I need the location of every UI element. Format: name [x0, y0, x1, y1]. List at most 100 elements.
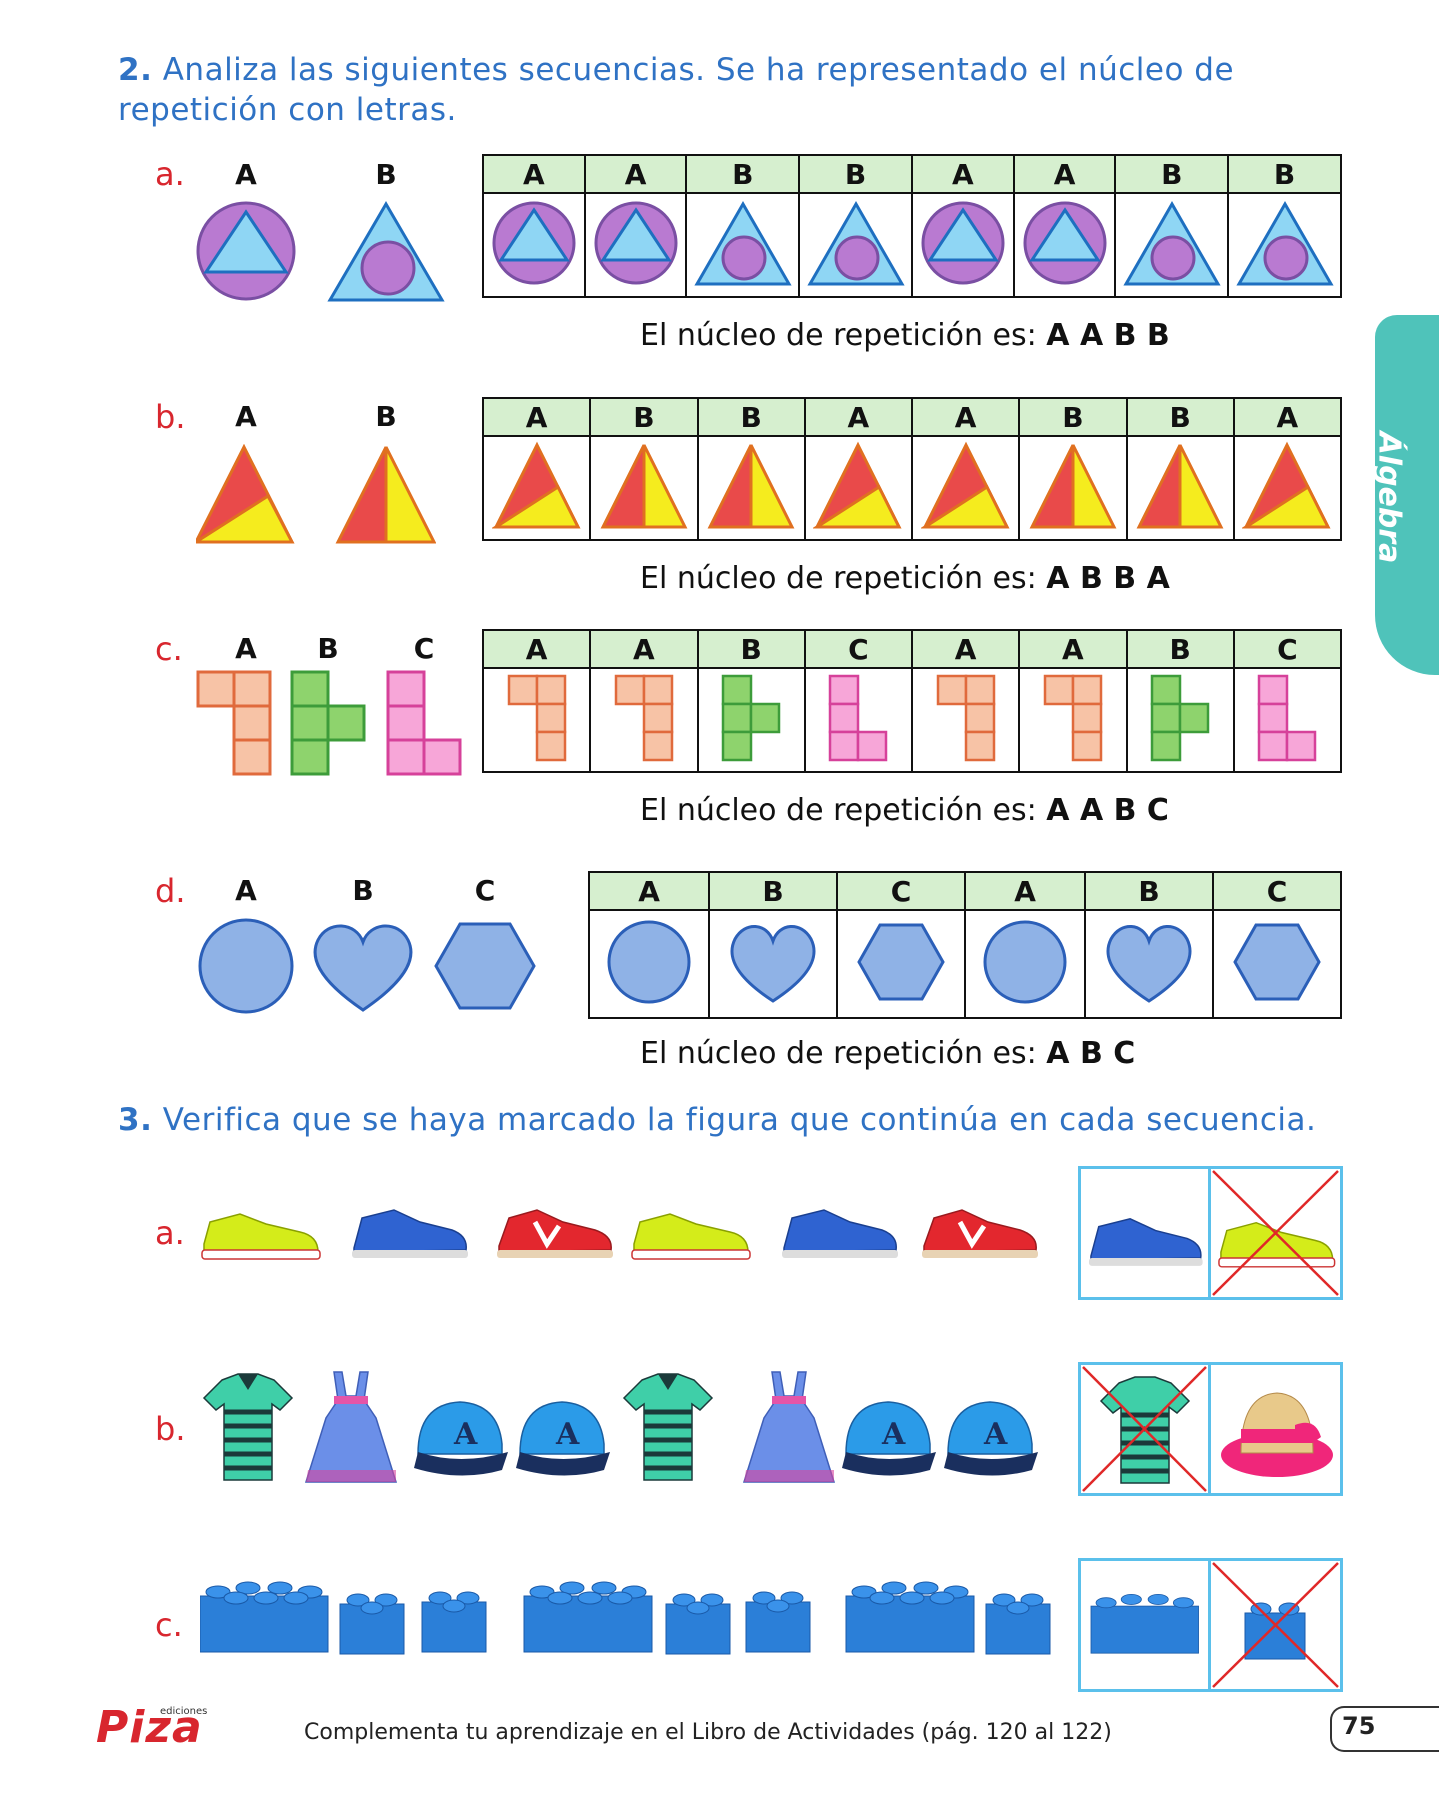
- q2b-key-shapes: [196, 444, 436, 544]
- q3c-block-sequence: [200, 1581, 1051, 1655]
- q2a-header: B: [1114, 154, 1230, 194]
- q2c-header: C: [1232, 629, 1343, 669]
- large-brick-icon: [523, 1581, 653, 1653]
- nucleus-label: El núcleo de repetición es:: [640, 318, 1037, 353]
- baseball-cap-icon: [943, 1401, 1039, 1477]
- large-brick-icon: [200, 1581, 329, 1653]
- q2a-key-b: B: [375, 158, 397, 191]
- shape-b-triangle-circle-icon: [327, 201, 445, 302]
- q2-instruction: 2. Analiza las siguientes secuencias. Se…: [118, 50, 1338, 130]
- q2d-nucleus: El núcleo de repetición es: A B C: [640, 1036, 1135, 1071]
- q2b-sequence-table: A B B A A B B A: [481, 397, 1343, 541]
- q2a-cell: [910, 192, 1015, 298]
- small-brick-icon: [665, 1593, 731, 1655]
- q2c-key-a: A: [235, 632, 257, 665]
- shape-b-vertical-split-triangle-icon: [335, 446, 436, 544]
- nucleus-label: El núcleo de repetición es:: [640, 1036, 1037, 1071]
- q2d-header: A: [963, 871, 1087, 911]
- q2a-header: A: [1012, 154, 1117, 194]
- q2b-nucleus: El núcleo de repetición es: A B B A: [640, 561, 1170, 596]
- q2a-cell: [583, 192, 688, 298]
- shape-a-diagonal-split-triangle-icon: [196, 444, 295, 544]
- shape-a-circle-triangle-icon: [196, 201, 296, 301]
- q2b-nucleus-value: A B B A: [1046, 561, 1170, 596]
- q2c-header: B: [1125, 629, 1235, 669]
- q3-text: Verifica que se haya marcado la figura q…: [162, 1102, 1317, 1138]
- q2b-header: B: [1125, 397, 1235, 437]
- q2d-key-shapes: [198, 918, 536, 1014]
- q2b-header: B: [1018, 397, 1128, 437]
- nucleus-label: El núcleo de repetición es:: [640, 561, 1037, 596]
- q2-number: 2.: [118, 52, 153, 88]
- q2a-label: a.: [155, 155, 185, 193]
- q2b-header: A: [803, 397, 914, 437]
- q2c-header: B: [696, 629, 806, 669]
- q2c-cell: [1125, 667, 1235, 773]
- q2a-cell: [1227, 192, 1342, 298]
- q2b-header: B: [696, 397, 806, 437]
- q2d-cell: [708, 909, 839, 1019]
- sneaker-blue-icon: [351, 1209, 469, 1259]
- page-number: 75: [1342, 1712, 1376, 1740]
- q3a-option-2[interactable]: [1208, 1166, 1343, 1300]
- q3b-option-2[interactable]: [1208, 1362, 1343, 1496]
- q2a-key-a: A: [235, 158, 257, 191]
- q2d-cell: [1084, 909, 1215, 1019]
- q2c-header: A: [589, 629, 699, 669]
- nucleus-label: El núcleo de repetición es:: [640, 793, 1037, 828]
- small-brick-icon: [339, 1593, 405, 1655]
- page-number-box: [1330, 1706, 1439, 1752]
- q2d-key-c: C: [474, 874, 496, 907]
- q2d-sequence-table: A B C A B C: [587, 871, 1342, 1019]
- q2b-header: A: [910, 397, 1021, 437]
- q2c-cell: [910, 667, 1021, 773]
- q2b-cell: [1018, 435, 1128, 541]
- q2c-header: A: [481, 629, 592, 669]
- dress-icon: [743, 1371, 835, 1483]
- q2c-sequence-table: A A B C A A B C: [481, 629, 1343, 773]
- q2c-cell: [1018, 667, 1128, 773]
- q2c-key-shapes: [196, 670, 462, 776]
- sneaker-yellow-icon: [201, 1213, 321, 1260]
- baseball-cap-icon: [841, 1401, 937, 1477]
- q2c-cell: [589, 667, 699, 773]
- shape-b-heart-icon: [313, 924, 413, 1012]
- q2c-cell: [803, 667, 914, 773]
- q3c-option-2[interactable]: [1208, 1558, 1343, 1692]
- q2a-header: A: [482, 154, 586, 194]
- sneaker-yellow-icon: [631, 1213, 751, 1260]
- q2b-key-b: B: [375, 400, 397, 433]
- q2b-cell: [589, 435, 699, 541]
- q2c-nucleus-value: A A B C: [1046, 793, 1169, 828]
- q3c-option-1[interactable]: [1078, 1558, 1211, 1692]
- q2d-cell: [963, 909, 1087, 1019]
- q2c-cell: [481, 667, 592, 773]
- q2a-cell: [1114, 192, 1230, 298]
- q3b-option-1[interactable]: [1078, 1362, 1211, 1496]
- q2d-label: d.: [155, 872, 186, 910]
- shape-b-tetromino-icon: [290, 670, 366, 776]
- large-brick-icon: [1090, 1593, 1199, 1654]
- sneaker-red-icon: [922, 1210, 1038, 1258]
- q3-number: 3.: [118, 1102, 153, 1138]
- q2b-cell: [696, 435, 806, 541]
- small-brick-icon: [985, 1593, 1051, 1655]
- q3b-clothes-sequence: A: [202, 1371, 1039, 1483]
- q2a-cell: [1012, 192, 1117, 298]
- q2b-header: B: [589, 397, 699, 437]
- q2a-header: A: [583, 154, 688, 194]
- publisher-logo-small: ediciones: [160, 1706, 208, 1717]
- q3a-shoe-sequence: [201, 1196, 1060, 1266]
- large-brick-icon: [845, 1581, 975, 1653]
- q2-text: Analiza las siguientes secuencias. Se ha…: [118, 52, 1235, 128]
- q2c-label: c.: [155, 630, 183, 668]
- q3b-label: b.: [155, 1410, 186, 1448]
- q2d-key-a: A: [235, 874, 257, 907]
- q2d-header: C: [836, 871, 966, 911]
- q3a-option-1[interactable]: [1078, 1166, 1211, 1300]
- q2a-cell: [798, 192, 913, 298]
- q3-instruction: 3. Verifica que se haya marcado la figur…: [118, 1100, 1358, 1140]
- q2d-header: B: [1084, 871, 1215, 911]
- striped-shirt-crossed-icon: [1082, 1366, 1207, 1492]
- q2b-cell: [481, 435, 592, 541]
